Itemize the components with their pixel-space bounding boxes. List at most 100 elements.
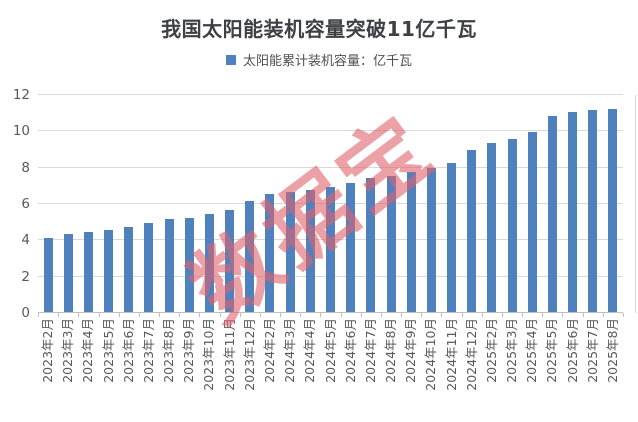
x-tick-label: 2025年5月 (544, 318, 560, 383)
bar (63, 233, 73, 312)
bar (164, 219, 174, 312)
y-tick-label: 2 (21, 268, 30, 285)
bar (245, 201, 255, 312)
plot-area (38, 94, 624, 317)
bar (104, 230, 114, 312)
x-tick-label: 2025年6月 (564, 318, 580, 383)
x-tick-mark (280, 313, 282, 317)
x-tick-label: 2023年6月 (120, 318, 136, 383)
x-tick-mark (602, 313, 604, 317)
x-tick-mark (441, 313, 443, 317)
bar (386, 175, 396, 312)
x-tick-label: 2025年2月 (483, 318, 499, 383)
x-tick-label: 2024年10月 (423, 318, 439, 391)
x-tick-label: 2024年6月 (342, 318, 358, 383)
y-tick-label: 8 (21, 159, 30, 176)
bar (588, 110, 598, 312)
x-tick-label: 2023年4月 (80, 318, 96, 383)
bar (467, 150, 477, 312)
x-tick-label: 2024年11月 (443, 318, 459, 391)
x-tick-mark (501, 313, 503, 317)
x-tick-mark (582, 313, 584, 317)
x-tick-mark (118, 313, 120, 317)
x-tick-label: 2023年3月 (60, 318, 76, 383)
x-tick-mark (219, 313, 221, 317)
bar (366, 177, 376, 312)
gridline (38, 166, 623, 168)
x-tick-mark (38, 313, 39, 317)
bar (608, 108, 618, 312)
bar (124, 226, 134, 312)
x-tick-label: 2023年9月 (181, 318, 197, 383)
bar (326, 186, 335, 312)
x-tick-mark (481, 313, 483, 317)
x-tick-mark (461, 313, 463, 317)
x-tick-mark (401, 313, 403, 317)
x-tick-label: 2024年8月 (383, 318, 399, 383)
x-tick-mark (380, 313, 382, 317)
legend-marker-square (225, 54, 236, 65)
bar (43, 237, 53, 312)
legend: 太阳能累计装机容量：亿千瓦 (0, 50, 638, 69)
bar (487, 143, 497, 312)
legend-label: 太阳能累计装机容量：亿千瓦 (242, 54, 412, 69)
x-tick-mark (179, 313, 181, 317)
bar (83, 232, 93, 312)
x-axis-line (38, 312, 623, 313)
bar (184, 217, 194, 312)
x-tick-label: 2024年7月 (362, 318, 378, 383)
bar (527, 132, 537, 312)
x-tick-label: 2023年12月 (241, 318, 257, 391)
x-tick-mark (542, 313, 544, 317)
bar (225, 210, 235, 312)
y-tick-label: 10 (12, 123, 30, 140)
bar (346, 183, 356, 312)
y-tick-label: 12 (12, 87, 30, 103)
x-tick-mark (421, 313, 423, 317)
x-tick-label: 2025年3月 (504, 318, 520, 383)
x-tick-label: 2024年9月 (403, 318, 419, 383)
x-tick-mark (320, 313, 322, 317)
y-tick-label: 0 (21, 305, 30, 321)
x-tick-label: 2025年8月 (604, 318, 620, 383)
bar (547, 115, 557, 312)
x-tick-label: 2023年10月 (201, 318, 217, 391)
gridline (38, 130, 623, 132)
x-tick-mark (58, 313, 60, 317)
x-tick-mark (259, 313, 261, 317)
x-tick-mark (562, 313, 564, 317)
x-tick-mark (199, 313, 201, 317)
x-tick-mark (522, 313, 524, 317)
x-tick-mark (78, 313, 80, 317)
bar (447, 163, 457, 312)
x-tick-mark (98, 313, 100, 317)
x-tick-label: 2025年7月 (584, 318, 600, 383)
x-tick-label: 2023年8月 (161, 318, 177, 383)
chart-title: 我国太阳能装机容量突破11亿千瓦 (161, 17, 477, 41)
bar (568, 112, 578, 312)
x-tick-label: 2023年7月 (140, 318, 156, 383)
x-tick-label: 2023年5月 (100, 318, 116, 383)
bar (507, 139, 517, 312)
x-tick-label: 2024年2月 (261, 318, 277, 383)
plot-right-border (635, 95, 636, 313)
x-tick-label: 2023年2月 (40, 318, 56, 383)
x-tick-mark (360, 313, 362, 317)
y-tick-label: 4 (21, 232, 30, 249)
bar (285, 192, 295, 312)
x-tick-label: 2024年12月 (463, 318, 479, 391)
x-tick-label: 2024年3月 (282, 318, 298, 383)
x-tick-mark (623, 313, 624, 317)
bar (265, 193, 275, 312)
gridline (38, 94, 623, 95)
bar (426, 168, 436, 312)
x-tick-mark (138, 313, 140, 317)
x-tick-mark (300, 313, 302, 317)
bar (305, 190, 315, 312)
bar (144, 222, 154, 312)
x-tick-label: 2025年4月 (524, 318, 540, 383)
bar (406, 172, 416, 312)
x-tick-mark (239, 313, 241, 317)
x-tick-label: 2024年5月 (322, 318, 338, 383)
